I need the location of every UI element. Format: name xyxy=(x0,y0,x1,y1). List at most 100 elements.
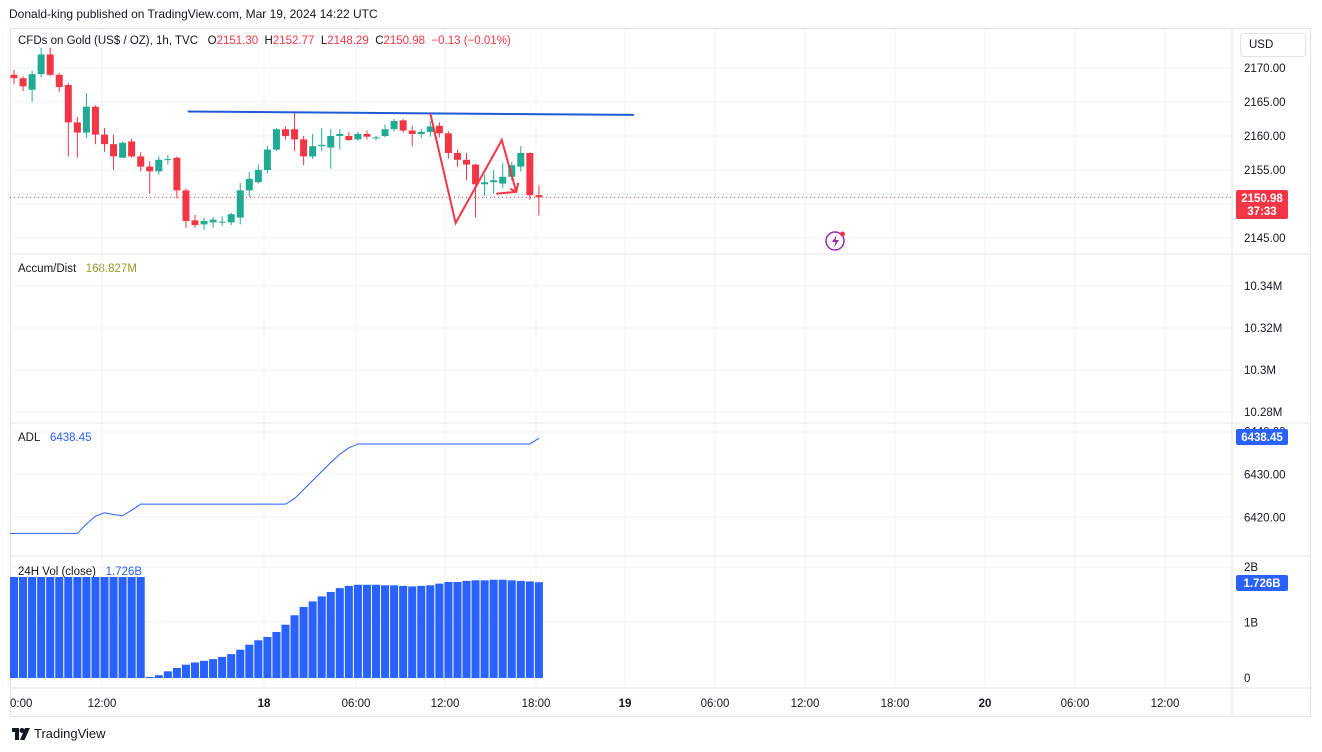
volume-bar-24 xyxy=(227,654,236,678)
candle-15 xyxy=(146,161,154,194)
time-tick-label-3: 06:00 xyxy=(342,698,371,710)
time-tick-label-0: 0:00 xyxy=(10,698,32,710)
candle-22 xyxy=(209,216,217,228)
candle-30 xyxy=(282,126,289,140)
volume-bar-5 xyxy=(55,576,64,678)
volume-series xyxy=(10,576,543,678)
vol-tick-label-2: 0 xyxy=(1244,673,1250,685)
candle-3 xyxy=(37,47,45,78)
pattern-arrow-tail xyxy=(496,190,517,195)
volume-bar-29 xyxy=(272,631,281,678)
volume-bar-7 xyxy=(73,576,82,678)
adl-value: 6438.45 xyxy=(49,432,92,444)
accum-tick-label-3: 10.28M xyxy=(1244,407,1282,419)
volume-bar-15 xyxy=(145,676,154,678)
accum-legend: Accum/Dist 168.827M xyxy=(18,263,137,275)
candle-37 xyxy=(345,131,353,141)
volume-bar-47 xyxy=(435,583,444,678)
candle-29 xyxy=(272,127,280,151)
time-axis[interactable]: 0:00 12:00 18 06:00 12:00 18:00 19 06:00 12:00 18… xyxy=(10,698,1179,710)
candle-32 xyxy=(300,136,308,166)
high-value: 2152.77 xyxy=(272,35,315,47)
candle-38 xyxy=(354,131,362,141)
price-legend: CFDs on Gold (US$ / OZ), 1h, TVC O2151.3… xyxy=(18,35,511,47)
volume-bar-6 xyxy=(64,576,73,678)
time-tick-label-9: 18:00 xyxy=(881,698,910,710)
volume-bar-9 xyxy=(91,576,100,678)
accum-tick-label-0: 10.34M xyxy=(1244,281,1282,293)
volume-bar-1 xyxy=(19,576,28,678)
adl-tick-label-1: 6430.00 xyxy=(1244,470,1286,482)
candle-2 xyxy=(28,70,36,102)
vol-label[interactable]: 24H Vol (close) xyxy=(18,566,96,578)
candle-5 xyxy=(55,72,63,92)
volume-bar-26 xyxy=(245,644,254,678)
volume-bar-36 xyxy=(335,588,344,678)
candle-52 xyxy=(481,174,489,196)
time-tick-label-5: 18:00 xyxy=(522,698,551,710)
vol-badge-text-0: 1.726B xyxy=(1243,578,1280,590)
candle-28 xyxy=(263,146,271,174)
drawings[interactable] xyxy=(10,110,1232,251)
pane-separators xyxy=(10,29,1311,716)
accum-label[interactable]: Accum/Dist xyxy=(18,263,77,275)
volume-bar-55 xyxy=(507,580,516,678)
accum-tick-label-2: 10.3M xyxy=(1244,365,1276,377)
candle-57 xyxy=(526,152,534,200)
volume-bar-49 xyxy=(453,581,462,678)
volume-axis: 2B 1B 0 xyxy=(1244,562,1258,685)
volume-bar-31 xyxy=(290,615,299,678)
price-tick-label-1: 2165.00 xyxy=(1244,97,1286,109)
volume-bar-53 xyxy=(489,579,498,678)
symbol-name[interactable]: CFDs on Gold (US$ / OZ), 1h, TVC xyxy=(18,35,199,47)
candle-36 xyxy=(336,129,344,150)
candle-39 xyxy=(363,130,371,140)
volume-bar-4 xyxy=(46,576,55,678)
candle-23 xyxy=(218,216,226,226)
vol-legend: 24H Vol (close) 1.726B xyxy=(18,566,142,578)
price-tick-label-0: 2170.00 xyxy=(1244,63,1286,75)
volume-bar-27 xyxy=(254,640,263,678)
grid-lines xyxy=(7,29,1232,688)
volume-bar-58 xyxy=(534,582,543,678)
brand-name[interactable]: TradingView xyxy=(34,726,106,741)
candle-13 xyxy=(128,138,136,158)
price-tick-label-5: 2145.00 xyxy=(1244,233,1286,245)
candle-27 xyxy=(254,164,262,184)
volume-bar-35 xyxy=(326,591,335,678)
volume-bar-22 xyxy=(209,659,218,678)
adl-tick-label-2: 6420.00 xyxy=(1244,513,1286,525)
volume-bar-50 xyxy=(462,580,471,678)
volume-bar-10 xyxy=(100,576,109,678)
candle-11 xyxy=(110,134,118,170)
candle-35 xyxy=(327,129,335,169)
candle-43 xyxy=(399,119,407,133)
volume-bar-30 xyxy=(281,624,290,678)
volume-bar-40 xyxy=(371,584,381,678)
volume-bar-12 xyxy=(118,576,127,678)
candle-4 xyxy=(46,47,54,77)
volume-bar-3 xyxy=(37,576,46,678)
price-pattern-path xyxy=(429,113,518,226)
volume-bar-11 xyxy=(109,576,118,678)
volume-bar-2 xyxy=(28,576,37,678)
vol-tick-label-0: 2B xyxy=(1244,562,1258,574)
candle-42 xyxy=(390,119,398,132)
candle-1 xyxy=(19,76,27,92)
currency-selector[interactable]: USD xyxy=(1240,33,1306,57)
volume-bar-42 xyxy=(390,585,399,678)
candle-46 xyxy=(426,121,434,137)
volume-bar-43 xyxy=(399,585,408,678)
adl-label[interactable]: ADL xyxy=(18,432,41,444)
price-tick-label-3: 2155.00 xyxy=(1244,165,1286,177)
adl-badge-text-0: 6438.45 xyxy=(1241,432,1283,444)
footer: TradingView xyxy=(12,726,106,741)
candle-50 xyxy=(463,153,470,181)
time-tick-label-11: 06:00 xyxy=(1061,698,1090,710)
candle-41 xyxy=(381,124,389,138)
volume-bar-19 xyxy=(181,664,190,678)
candle-10 xyxy=(101,127,108,152)
candle-49 xyxy=(453,149,461,167)
